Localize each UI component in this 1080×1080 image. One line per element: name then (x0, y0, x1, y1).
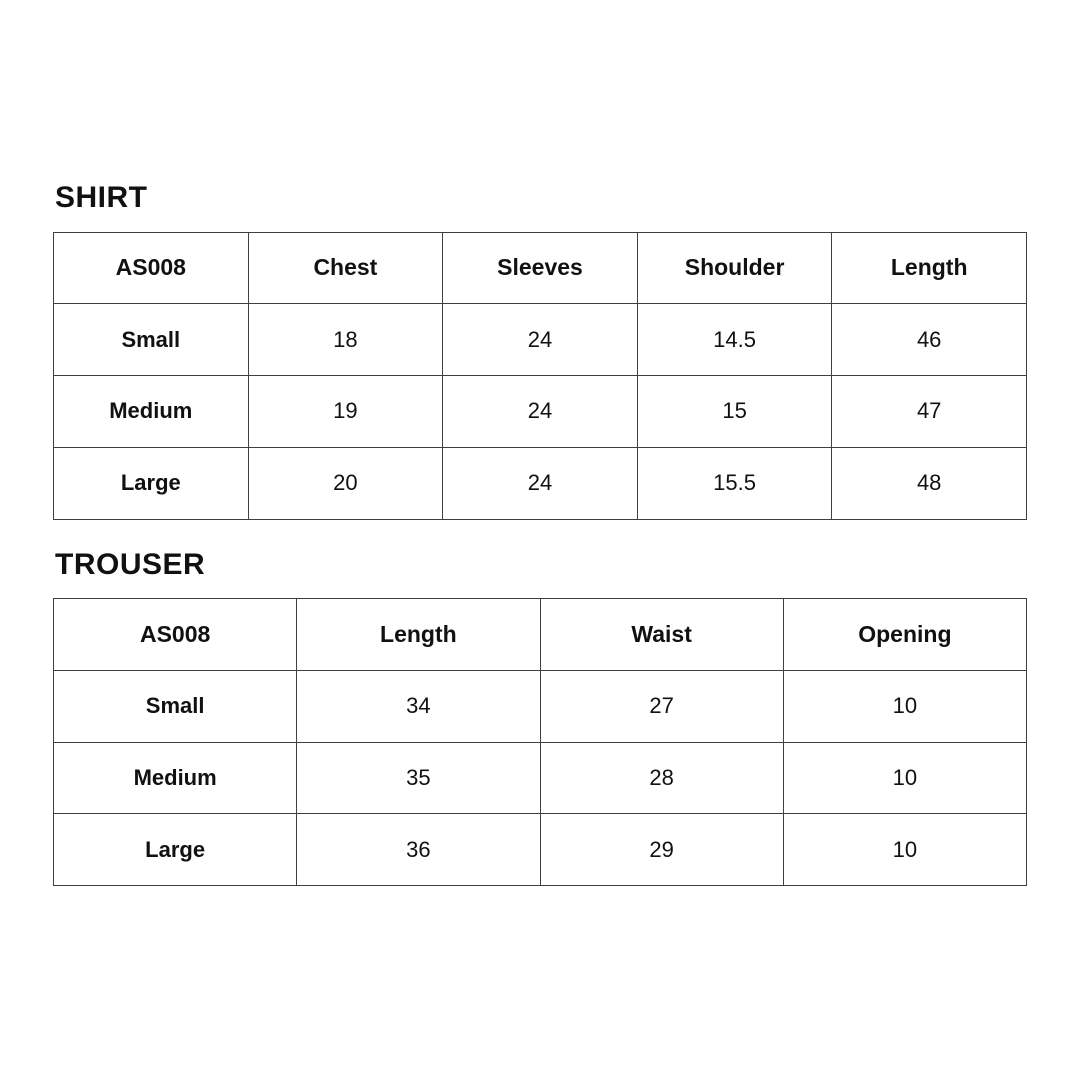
measurement-cell: 24 (442, 375, 638, 448)
table-row: Large 36 29 10 (52, 813, 1028, 886)
table-row: Medium 35 28 10 (52, 741, 1028, 815)
measurement-cell: 47 (831, 375, 1027, 448)
measurement-cell: 10 (782, 813, 1028, 886)
table-row: Small 34 27 10 (52, 669, 1028, 743)
measurement-cell: 10 (782, 741, 1028, 815)
shirt-size-table: AS008 Chest Sleeves Shoulder Length Small 18 24… (53, 231, 1027, 520)
table-row: Small 18 24 14.5 46 (53, 303, 1027, 376)
measurement-cell: 36 (296, 813, 541, 886)
column-header: Length (296, 598, 541, 671)
measurement-cell: 34 (296, 669, 541, 743)
measurement-cell: 14.5 (636, 303, 833, 376)
column-header: Waist (539, 598, 784, 671)
column-header: Length (831, 231, 1027, 305)
column-header: Opening (782, 598, 1028, 671)
size-label-cell: Small (53, 303, 249, 376)
size-chart-content: SHIRT AS008 Chest Sleeves Shoulder Length Sma… (52, 181, 1028, 886)
trouser-section-title: TROUSER (55, 547, 206, 581)
measurement-cell: 46 (831, 303, 1027, 376)
measurement-cell: 28 (539, 741, 784, 815)
header-row: AS008 Chest Sleeves Shoulder Length (53, 231, 1027, 305)
column-header: Chest (247, 231, 444, 305)
shirt-section-title: SHIRT (55, 181, 148, 214)
header-row: AS008 Length Waist Opening (52, 598, 1028, 671)
measurement-cell: 18 (247, 303, 444, 376)
measurement-cell: 10 (782, 669, 1028, 743)
measurement-cell: 20 (247, 446, 444, 520)
measurement-cell: 27 (539, 669, 784, 743)
size-label-cell: Large (53, 446, 249, 520)
size-label-cell: Medium (52, 741, 298, 815)
table-row: Medium 19 24 15 47 (53, 375, 1027, 448)
size-label-cell: Large (52, 813, 298, 886)
size-label-cell: Medium (53, 375, 249, 448)
measurement-cell: 19 (247, 375, 444, 448)
column-header: Sleeves (442, 231, 638, 305)
style-code-header: AS008 (53, 231, 249, 305)
table-row: Large 20 24 15.5 48 (53, 446, 1027, 520)
measurement-cell: 24 (442, 303, 638, 376)
style-code-header: AS008 (52, 598, 298, 671)
measurement-cell: 15 (636, 375, 833, 448)
measurement-cell: 35 (296, 741, 541, 815)
column-header: Shoulder (636, 231, 833, 305)
size-label-cell: Small (52, 669, 298, 743)
trouser-size-table: AS008 Length Waist Opening Small 34 27 10 Medium… (52, 598, 1028, 886)
measurement-cell: 24 (442, 446, 638, 520)
measurement-cell: 29 (539, 813, 784, 886)
measurement-cell: 48 (831, 446, 1027, 520)
measurement-cell: 15.5 (636, 446, 833, 520)
